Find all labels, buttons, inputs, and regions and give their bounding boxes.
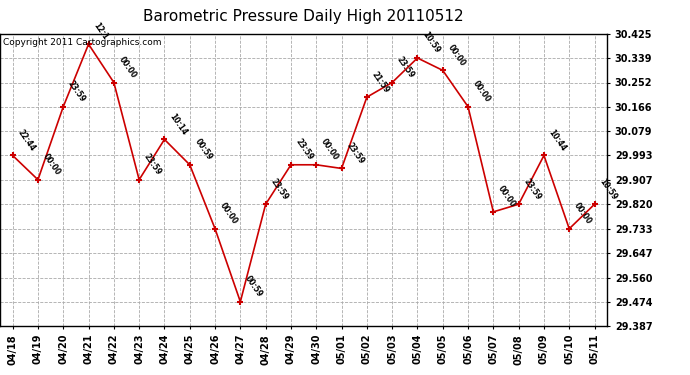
Text: 23:59: 23:59 — [294, 137, 315, 162]
Text: 00:00: 00:00 — [117, 55, 138, 80]
Text: 00:00: 00:00 — [471, 79, 492, 104]
Text: 00:00: 00:00 — [572, 201, 593, 226]
Text: 12:1: 12:1 — [91, 21, 110, 41]
Text: 23:59: 23:59 — [395, 55, 416, 80]
Text: Barometric Pressure Daily High 20110512: Barometric Pressure Daily High 20110512 — [144, 9, 464, 24]
Text: 00:00: 00:00 — [496, 184, 518, 209]
Text: Copyright 2011 Cartographics.com: Copyright 2011 Cartographics.com — [3, 38, 161, 47]
Text: 10:59: 10:59 — [598, 177, 618, 201]
Text: 00:00: 00:00 — [319, 137, 340, 162]
Text: 10:14: 10:14 — [167, 112, 188, 136]
Text: 21:59: 21:59 — [370, 69, 391, 94]
Text: 00:00: 00:00 — [446, 43, 466, 68]
Text: 23:59: 23:59 — [66, 79, 87, 104]
Text: 23:59: 23:59 — [268, 177, 290, 201]
Text: 23:59: 23:59 — [142, 152, 163, 177]
Text: 10:44: 10:44 — [546, 128, 568, 153]
Text: 00:59: 00:59 — [193, 137, 214, 162]
Text: 10:59: 10:59 — [420, 30, 442, 55]
Text: 23:59: 23:59 — [522, 177, 542, 201]
Text: 00:00: 00:00 — [218, 201, 239, 226]
Text: 22:44: 22:44 — [15, 128, 37, 153]
Text: 00:59: 00:59 — [243, 274, 264, 299]
Text: 23:59: 23:59 — [344, 141, 366, 166]
Text: 00:00: 00:00 — [41, 152, 62, 177]
